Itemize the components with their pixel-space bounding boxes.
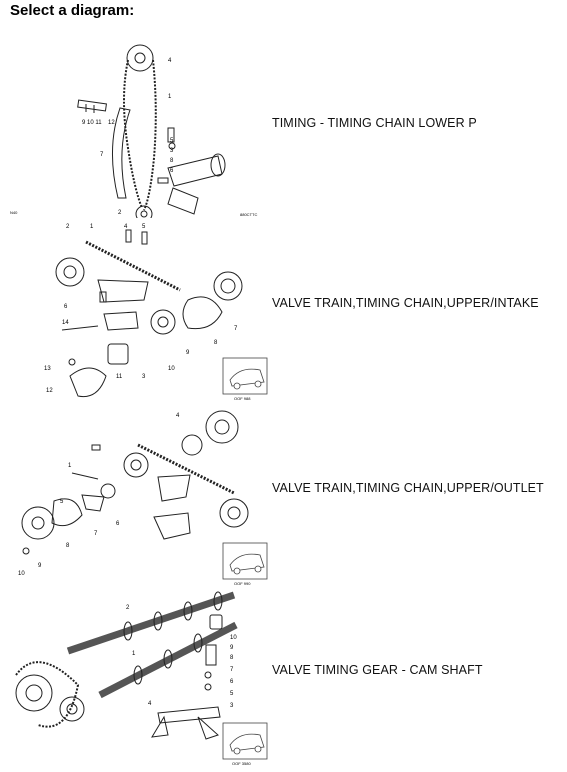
svg-text:4: 4 (148, 701, 152, 707)
svg-text:9: 9 (186, 350, 190, 356)
svg-text:9: 9 (230, 645, 234, 651)
svg-text:10: 10 (230, 635, 237, 641)
svg-text:6: 6 (230, 679, 234, 685)
diagram-row-cam-shaft: 2 1 10 9 8 7 6 5 3 4 OOF 3580 VALVE TIMI… (0, 585, 567, 772)
svg-text:3: 3 (170, 148, 174, 154)
svg-text:14: 14 (62, 320, 69, 326)
diagram-row-timing-chain-lower: 4 1 9 10 11 12 7 5 3 8 6 2 N40 880CTTC T… (0, 30, 567, 220)
diagram-link-cam-shaft[interactable]: VALVE TIMING GEAR - CAM SHAFT (272, 663, 483, 677)
svg-text:5: 5 (230, 691, 234, 697)
svg-text:4: 4 (168, 58, 172, 64)
svg-text:10: 10 (168, 366, 175, 372)
svg-text:2: 2 (126, 605, 130, 611)
svg-text:8: 8 (66, 543, 70, 549)
diagram-code: OOF 3580 (232, 761, 251, 766)
upper-outlet-drawing: 4 1 5 6 7 8 9 10 OOF 990 (18, 410, 268, 586)
diagram-link-upper-intake[interactable]: VALVE TRAIN,TIMING CHAIN,UPPER/INTAKE (272, 296, 539, 310)
svg-text:4: 4 (176, 413, 180, 419)
svg-text:12: 12 (46, 388, 53, 394)
svg-text:1: 1 (132, 651, 136, 657)
svg-text:10: 10 (18, 571, 25, 577)
svg-text:7: 7 (94, 531, 98, 537)
svg-text:4: 4 (124, 224, 128, 230)
svg-text:6: 6 (170, 168, 174, 174)
diagram-row-upper-intake: 2 1 4 5 6 14 13 12 11 3 10 9 8 7 OOF 988… (0, 220, 567, 410)
diagram-thumbnail-timing-chain-lower[interactable]: 4 1 9 10 11 12 7 5 3 8 6 2 N40 880CTTC (8, 38, 268, 218)
diagram-thumbnail-upper-outlet[interactable]: 4 1 5 6 7 8 9 10 OOF 990 (8, 405, 268, 590)
svg-text:1: 1 (90, 224, 94, 230)
svg-text:6: 6 (64, 304, 68, 310)
diagram-thumbnail-cam-shaft[interactable]: 2 1 10 9 8 7 6 5 3 4 OOF 3580 (8, 585, 268, 770)
page-title: Select a diagram: (10, 2, 135, 19)
svg-text:7: 7 (230, 667, 234, 673)
svg-text:8: 8 (230, 655, 234, 661)
svg-text:7: 7 (234, 326, 238, 332)
svg-text:8: 8 (170, 158, 174, 164)
svg-text:9 10 11: 9 10 11 (82, 120, 102, 126)
svg-text:1: 1 (68, 463, 72, 469)
svg-text:2: 2 (66, 224, 70, 230)
upper-intake-drawing: 2 1 4 5 6 14 13 12 11 3 10 9 8 7 OOF 988 (44, 224, 268, 401)
diagram-code: 880CTTC (240, 212, 257, 217)
diagram-code: OOF 990 (234, 581, 251, 586)
diagram-link-upper-outlet[interactable]: VALVE TRAIN,TIMING CHAIN,UPPER/OUTLET (272, 481, 544, 495)
corner-code: N40 (10, 210, 18, 215)
svg-text:8: 8 (214, 340, 218, 346)
svg-text:2: 2 (118, 210, 122, 216)
diagram-link-timing-chain-lower[interactable]: TIMING - TIMING CHAIN LOWER P (272, 116, 477, 130)
svg-text:3: 3 (230, 703, 234, 709)
svg-text:7: 7 (100, 152, 104, 158)
svg-text:9: 9 (38, 563, 42, 569)
svg-text:3: 3 (142, 374, 146, 380)
cam-shaft-drawing: 2 1 10 9 8 7 6 5 3 4 OOF 3580 (15, 591, 268, 766)
svg-text:5: 5 (142, 224, 146, 230)
timing-chain-lower-drawing: 4 1 9 10 11 12 7 5 3 8 6 2 N40 880CTTC (10, 44, 257, 218)
diagram-thumbnail-upper-intake[interactable]: 2 1 4 5 6 14 13 12 11 3 10 9 8 7 OOF 988 (8, 220, 268, 405)
svg-text:1: 1 (168, 94, 172, 100)
svg-text:5: 5 (60, 499, 64, 505)
svg-text:12: 12 (108, 120, 115, 126)
diagram-code: OOF 988 (234, 396, 251, 401)
svg-text:13: 13 (44, 366, 51, 372)
diagram-row-upper-outlet: 4 1 5 6 7 8 9 10 OOF 990 VALVE TRAIN,TIM… (0, 405, 567, 595)
svg-text:11: 11 (116, 374, 123, 380)
svg-text:5: 5 (170, 138, 174, 144)
svg-text:6: 6 (116, 521, 120, 527)
